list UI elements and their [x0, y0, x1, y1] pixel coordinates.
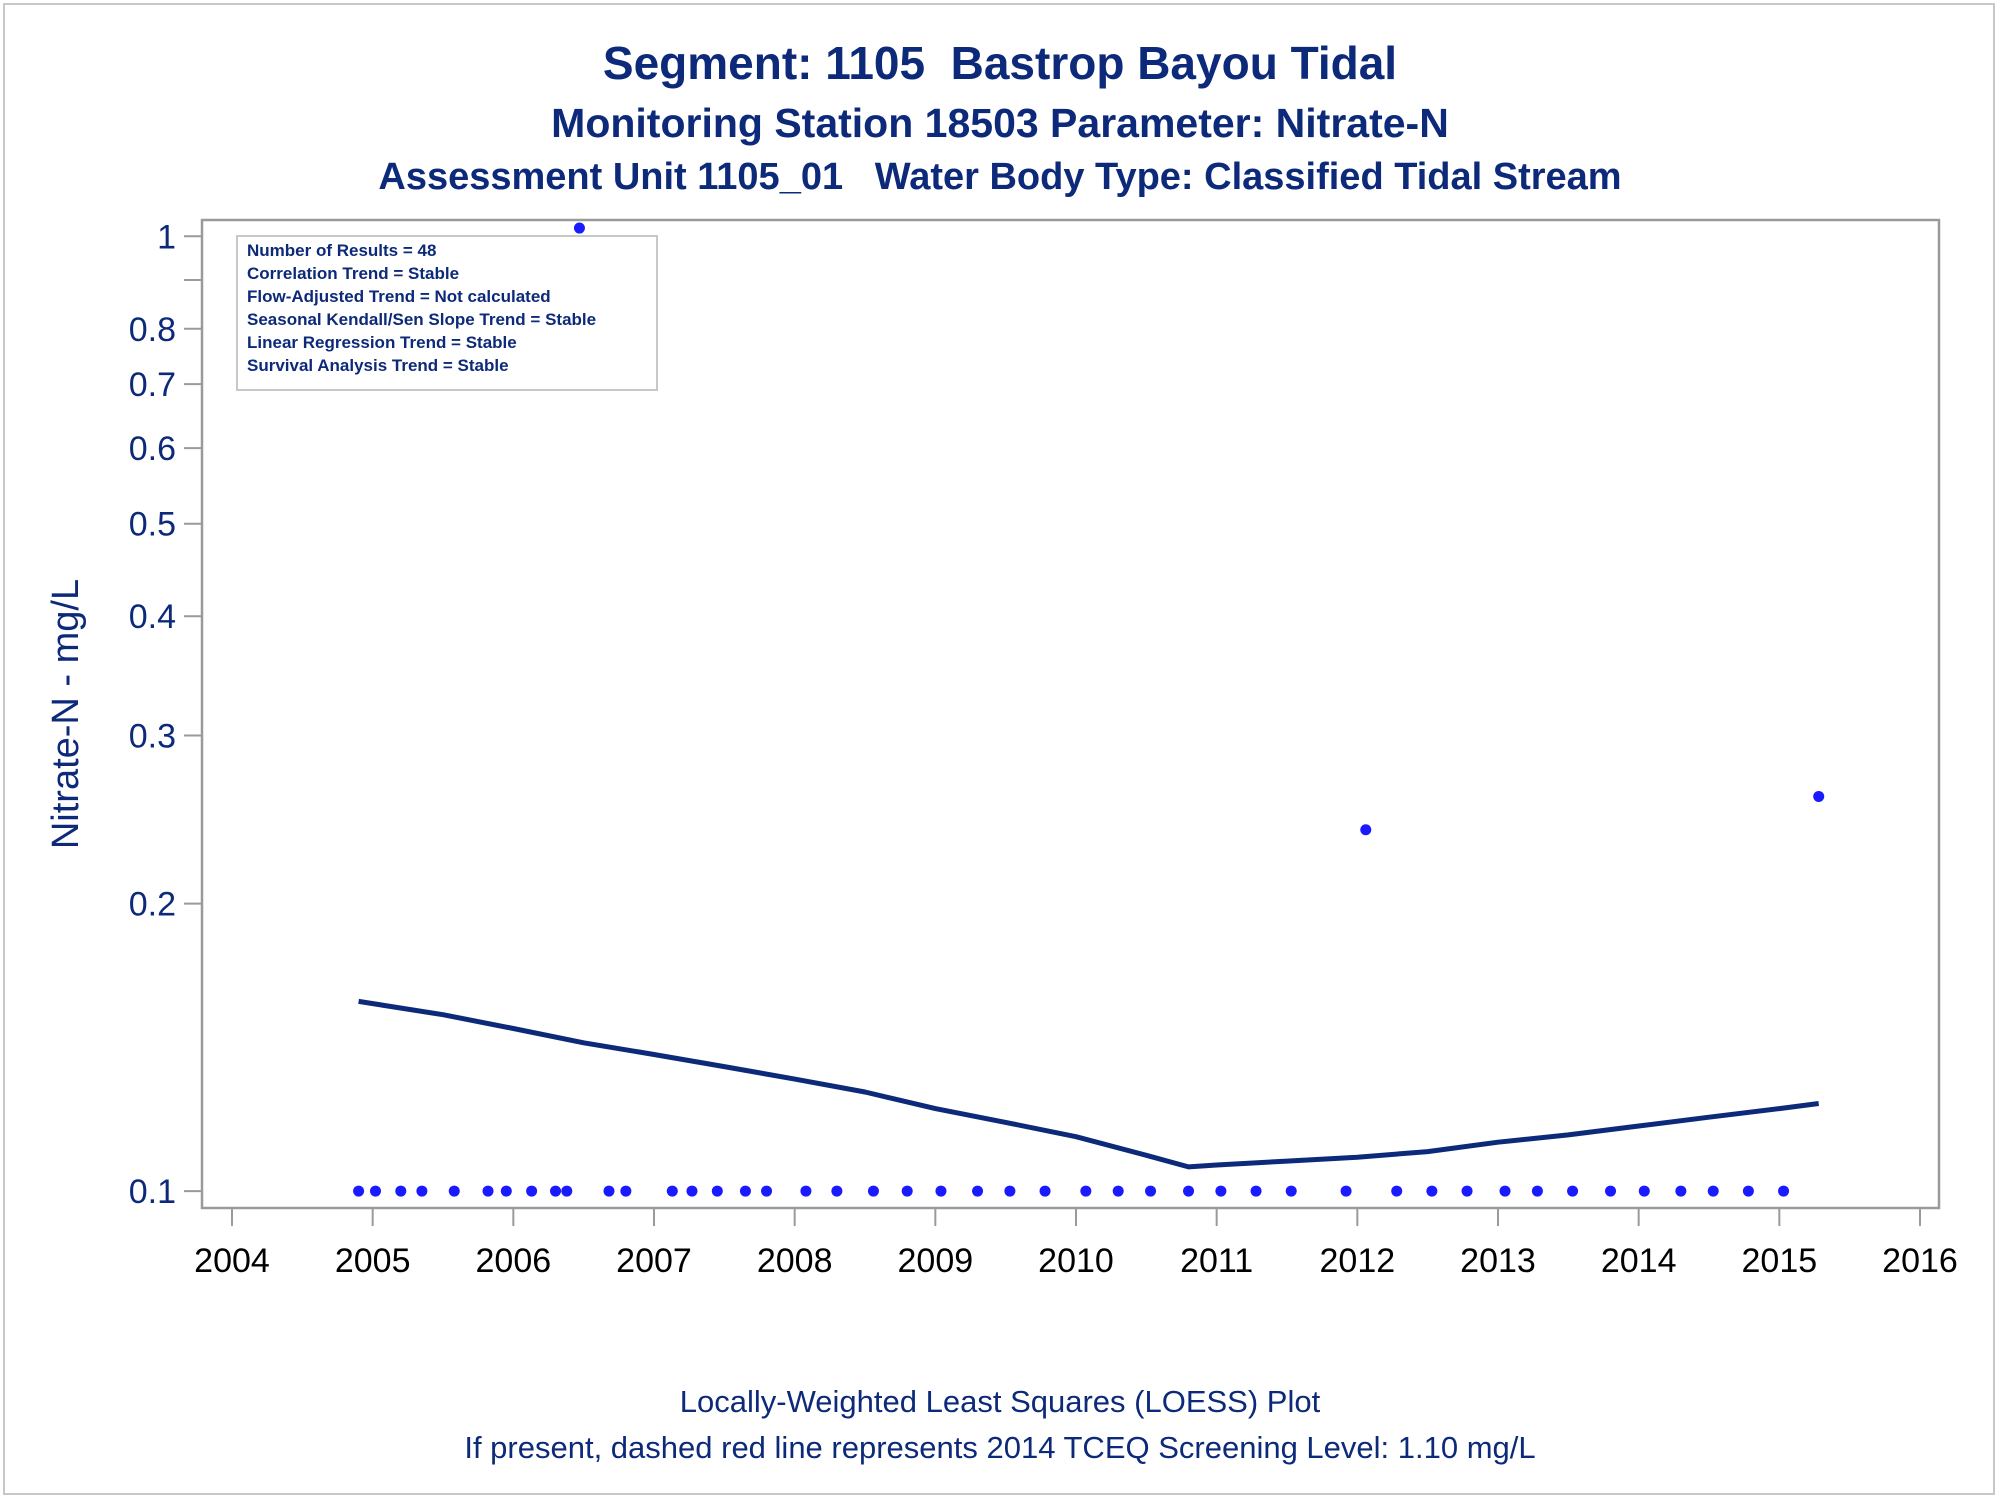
data-point: [1778, 1185, 1790, 1197]
y-tick-label: 0.7: [129, 366, 176, 404]
loess-line: [358, 998, 1820, 1170]
y-tick-label: 0.4: [129, 598, 176, 636]
data-point: [482, 1185, 494, 1197]
x-tick-label: 2011: [1180, 1242, 1253, 1280]
x-tick-label: 2006: [476, 1242, 552, 1280]
x-tick-label: 2016: [1882, 1242, 1958, 1280]
data-point: [761, 1185, 773, 1197]
stats-inset-line: Linear Regression Trend = Stable: [247, 333, 517, 352]
data-point: [1215, 1185, 1227, 1197]
y-tick-label: 0.5: [129, 506, 176, 544]
chart-title: Segment: 1105 Bastrop Bayou Tidal: [602, 37, 1398, 89]
data-point: [561, 1185, 573, 1197]
data-point: [686, 1185, 698, 1197]
data-point: [1742, 1185, 1754, 1197]
data-point: [1813, 790, 1825, 802]
y-tick-label: 0.6: [129, 430, 176, 468]
x-tick-label: 2013: [1460, 1242, 1536, 1280]
data-point: [353, 1185, 365, 1197]
y-axis-label: Nitrate-N - mg/L: [45, 579, 87, 849]
data-point: [1707, 1185, 1719, 1197]
data-point: [1675, 1185, 1687, 1197]
data-point: [800, 1185, 812, 1197]
stats-inset-line: Survival Analysis Trend = Stable: [247, 356, 509, 375]
x-tick-label: 2014: [1601, 1242, 1677, 1280]
stats-inset-line: Seasonal Kendall/Sen Slope Trend = Stabl…: [247, 310, 596, 329]
figure-frame: [3, 3, 1995, 1495]
plot-area-frame: [200, 218, 1941, 1210]
data-point: [972, 1185, 984, 1197]
data-point: [1039, 1185, 1051, 1197]
data-point: [1499, 1185, 1511, 1197]
y-tick-label: 0.1: [129, 1173, 176, 1211]
x-tick-label: 2015: [1742, 1242, 1818, 1280]
y-tick-label: 1: [157, 218, 176, 256]
stats-inset-line: Number of Results = 48: [247, 241, 436, 260]
x-tick-label: 2008: [757, 1242, 833, 1280]
data-point: [1567, 1185, 1579, 1197]
data-point: [1605, 1185, 1617, 1197]
stats-inset-line: Correlation Trend = Stable: [247, 264, 459, 283]
data-point: [1285, 1185, 1297, 1197]
y-tick-label: 0.3: [129, 718, 176, 756]
data-point: [1145, 1185, 1157, 1197]
y-tick-label: 0.2: [129, 886, 176, 924]
data-point: [369, 1185, 381, 1197]
stats-inset-box: [236, 235, 658, 391]
x-tick-label: 2007: [616, 1242, 692, 1280]
data-point: [1426, 1185, 1438, 1197]
data-point: [395, 1185, 407, 1197]
footnote-screening-level: If present, dashed red line represents 2…: [464, 1430, 1536, 1465]
data-point: [935, 1185, 947, 1197]
x-tick-label: 2012: [1320, 1242, 1396, 1280]
data-point: [1004, 1185, 1016, 1197]
data-point: [1461, 1185, 1473, 1197]
y-tick-label: 0.8: [129, 311, 176, 349]
data-point: [1391, 1185, 1403, 1197]
data-point: [573, 222, 585, 234]
chart-subtitle-station: Monitoring Station 18503 Parameter: Nitr…: [551, 100, 1449, 146]
data-point: [620, 1185, 632, 1197]
data-point: [1531, 1185, 1543, 1197]
data-point: [1340, 1185, 1352, 1197]
data-point: [550, 1185, 562, 1197]
data-point: [500, 1185, 512, 1197]
x-tick-label: 2009: [898, 1242, 974, 1280]
data-point: [416, 1185, 428, 1197]
data-point: [603, 1185, 615, 1197]
data-point: [1638, 1185, 1650, 1197]
data-point: [1112, 1185, 1124, 1197]
x-tick-label: 2010: [1038, 1242, 1114, 1280]
data-point: [1360, 824, 1372, 836]
data-point: [831, 1185, 843, 1197]
data-point: [867, 1185, 879, 1197]
x-tick-label: 2004: [194, 1242, 270, 1280]
data-point: [1080, 1185, 1092, 1197]
data-point: [739, 1185, 751, 1197]
data-point: [526, 1185, 538, 1197]
footnote-loess: Locally-Weighted Least Squares (LOESS) P…: [679, 1384, 1321, 1419]
stats-inset-line: Flow-Adjusted Trend = Not calculated: [247, 287, 551, 306]
data-point: [711, 1185, 723, 1197]
data-point: [1183, 1185, 1195, 1197]
x-tick-label: 2005: [335, 1242, 411, 1280]
data-point: [1250, 1185, 1262, 1197]
data-point: [666, 1185, 678, 1197]
chart-subtitle-assessment: Assessment Unit 1105_01 Water Body Type:…: [378, 156, 1622, 198]
data-point: [901, 1185, 913, 1197]
data-point: [448, 1185, 460, 1197]
